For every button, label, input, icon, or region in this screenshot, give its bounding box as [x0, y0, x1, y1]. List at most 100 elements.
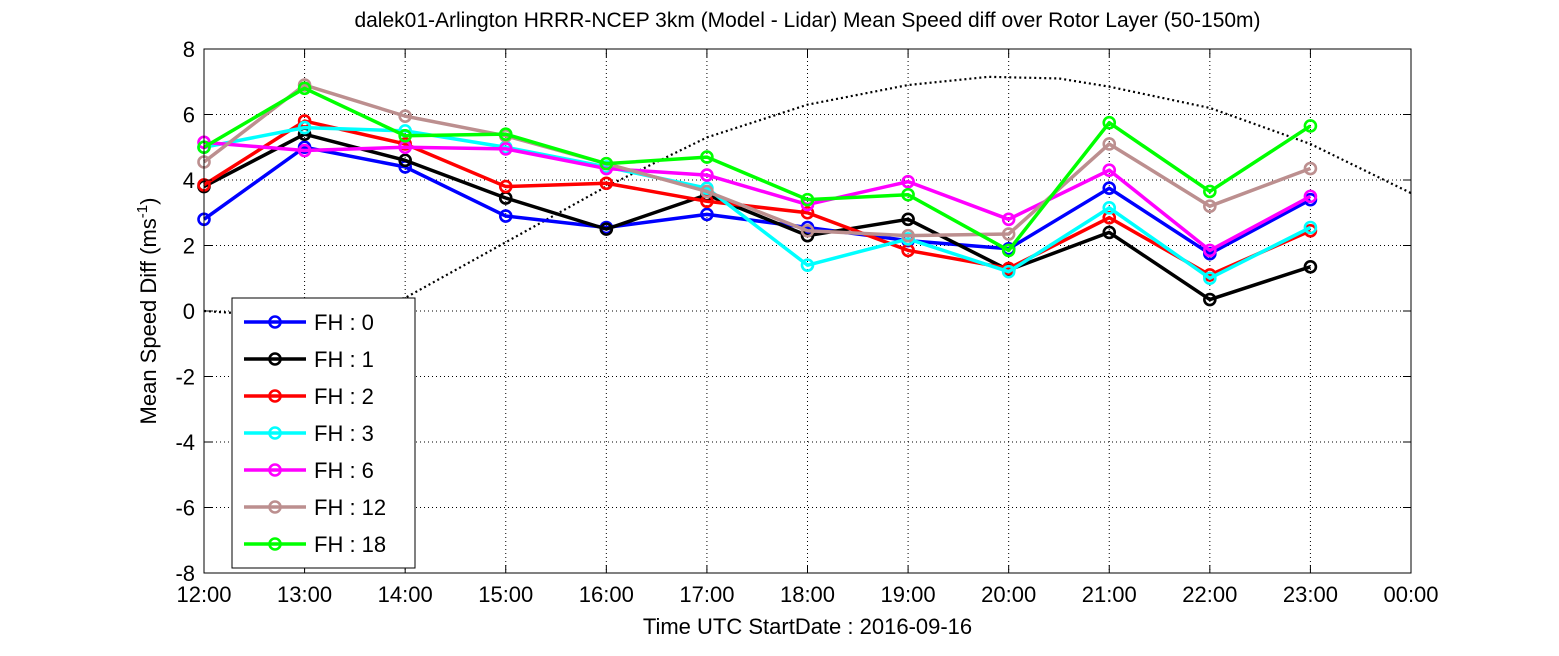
series-line: [202, 83, 1312, 238]
y-axis-label: Mean Speed Diff (ms-1): [134, 198, 161, 425]
legend-label: FH : 12: [314, 495, 386, 520]
x-tick-label: 20:00: [981, 582, 1036, 607]
series-line: [203, 119, 1312, 277]
series-point: [800, 192, 815, 207]
series-line: [203, 125, 1312, 280]
series-point: [1303, 119, 1318, 133]
y-tick-label: -2: [175, 365, 195, 390]
series-point: [297, 81, 312, 96]
legend-marker: [268, 315, 282, 329]
series-point: [398, 109, 412, 123]
series-point: [1001, 212, 1016, 227]
series-point: [1102, 137, 1117, 151]
reference-curve-line: [203, 75, 1412, 319]
series-point: [1102, 201, 1117, 215]
x-tick-label: 18:00: [780, 582, 835, 607]
x-tick-label: 21:00: [1082, 582, 1137, 607]
series-point: [297, 143, 312, 158]
y-tick-label: 2: [183, 234, 195, 259]
series-point: [599, 156, 614, 171]
y-axis-label-exponent: -1: [134, 205, 151, 218]
series-point: [800, 258, 815, 272]
x-tick-label: 17:00: [679, 582, 734, 607]
series-point: [1203, 271, 1217, 286]
y-axis-label-suffix: ): [136, 198, 161, 205]
y-tick-label: -6: [175, 496, 195, 521]
series-point: [599, 176, 614, 191]
x-tick-label: 13:00: [277, 582, 332, 607]
legend-item: FH : 18: [244, 532, 386, 557]
y-tick-label: 8: [183, 37, 195, 62]
series-6: [197, 81, 1318, 258]
legend-label: FH : 18: [314, 532, 386, 557]
y-axis: 8 6 4 2 0 -2 -4 -6 -8: [175, 37, 1411, 586]
series-point: [700, 207, 714, 222]
y-tick-label: 6: [183, 103, 195, 128]
series-point: [1303, 259, 1318, 274]
series-point: [498, 142, 513, 156]
series-point: [700, 168, 714, 182]
series-point: [398, 128, 412, 143]
series-1: [197, 127, 1318, 307]
y-axis-label-main: Mean Speed Diff (ms: [136, 218, 161, 424]
legend-label: FH : 1: [314, 347, 374, 372]
series-point: [1102, 163, 1117, 177]
series-point: [297, 120, 312, 135]
y-tick-label: -8: [175, 561, 195, 586]
legend-item: FH : 6: [244, 458, 374, 483]
series-point: [800, 223, 815, 238]
chart-title: dalek01-Arlington HRRR-NCEP 3km (Model -…: [354, 9, 1260, 32]
x-tick-label: 14:00: [378, 582, 433, 607]
y-tick-label: 0: [183, 299, 195, 324]
series-point: [1001, 264, 1016, 279]
legend-item: FH : 0: [244, 310, 374, 335]
x-tick-label: 12:00: [176, 582, 231, 607]
legend-marker: [268, 426, 282, 440]
legend-marker: [268, 352, 282, 366]
series-point: [1102, 181, 1117, 195]
series-point: [901, 174, 915, 189]
legend-marker: [268, 537, 282, 551]
legend-label: FH : 6: [314, 458, 374, 483]
series-point: [901, 228, 915, 243]
series-point: [1203, 184, 1217, 199]
series-point: [1203, 243, 1217, 258]
series-point: [1303, 161, 1318, 176]
series-line: [203, 132, 1311, 302]
plot-area: [197, 78, 1318, 307]
legend-box: [231, 297, 416, 569]
legend-marker: [268, 500, 282, 514]
series-line: [203, 86, 1312, 253]
series-point: [1303, 220, 1318, 235]
series-line: [202, 145, 1312, 256]
x-tick-label: 00:00: [1383, 582, 1438, 607]
series-point: [901, 187, 915, 202]
series-point: [901, 212, 915, 227]
x-axis: 12:00 13:00 14:00 15:00 16:00 17:00 18:00 19:00…: [176, 49, 1439, 607]
series-point: [498, 209, 513, 223]
series-point: [800, 205, 815, 220]
legend-marker: [268, 389, 282, 403]
series-point: [498, 127, 513, 141]
legend-item: FH : 2: [244, 384, 374, 409]
series-2: [197, 114, 1318, 282]
x-tick-label: 19:00: [881, 582, 936, 607]
x-tick-label: 16:00: [579, 582, 634, 607]
y-tick-label: 4: [183, 168, 195, 193]
series-point: [1001, 243, 1016, 258]
series-point: [599, 222, 614, 236]
series-point: [1203, 292, 1217, 307]
legend-item: FH : 1: [244, 347, 374, 372]
x-axis-label: Time UTC StartDate : 2016-09-16: [643, 614, 972, 639]
series-point: [1303, 189, 1318, 204]
series-point: [398, 153, 412, 168]
reference-curve: [203, 75, 1412, 319]
legend-item: FH : 3: [244, 421, 374, 446]
series-point: [1001, 227, 1016, 241]
series-point: [700, 184, 714, 199]
series-point: [1102, 225, 1117, 240]
y-tick-label: -4: [175, 430, 195, 455]
x-tick-label: 23:00: [1283, 582, 1338, 607]
legend-label: FH : 0: [314, 310, 374, 335]
